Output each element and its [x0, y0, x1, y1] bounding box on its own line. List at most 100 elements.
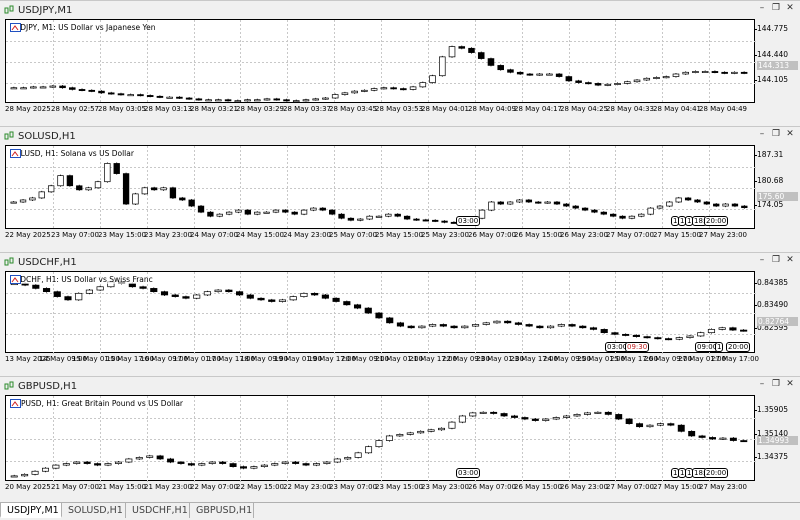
candle-body	[497, 65, 504, 71]
window-title: SOLUSD,H1	[18, 130, 76, 142]
window-title-bar[interactable]: USDJPY,M1	[4, 3, 72, 17]
candle-body	[302, 463, 310, 466]
chart-header: GBPUSD, H1: Great Britain Pound vs US Do…	[10, 399, 184, 408]
candle-body	[244, 209, 252, 215]
candle	[600, 328, 608, 334]
candle	[62, 462, 70, 467]
candle-body	[282, 209, 289, 213]
time-label: 20 May 2025	[5, 483, 51, 491]
candle-body	[268, 299, 276, 302]
candle-body	[225, 211, 233, 215]
candle	[96, 285, 104, 292]
candle-body	[553, 201, 561, 205]
candle-body	[21, 473, 29, 477]
candle-body	[208, 461, 216, 464]
chart-title: GBPUSD, H1: Great Britain Pound vs US Do…	[10, 399, 184, 408]
minimize-button[interactable]: –	[759, 379, 765, 389]
restore-button[interactable]: ❐	[771, 3, 781, 13]
candle-body	[240, 466, 247, 469]
trade-panel-icon[interactable]	[10, 149, 21, 158]
price-scale: 1.35905 1.35140 1.34375 1.34993	[753, 395, 800, 481]
price-tick: 187.31	[753, 150, 784, 159]
time-label: 23 May 01:00	[476, 355, 525, 363]
minimize-button[interactable]: –	[759, 3, 765, 13]
candle	[10, 474, 18, 478]
candle	[536, 325, 544, 329]
candle	[53, 290, 61, 298]
candle	[468, 47, 475, 54]
candle	[312, 462, 320, 467]
trade-panel-icon[interactable]	[10, 23, 21, 32]
tab-solusd[interactable]: SOLUSD,H1	[62, 503, 126, 518]
close-button[interactable]: ✕	[786, 255, 794, 265]
chart-window-usdjpy[interactable]: USDJPY,M1 – ❐ ✕ USDJPY, M1: US Dollar vs…	[0, 0, 800, 124]
candle-body	[698, 435, 706, 438]
candle	[531, 418, 539, 422]
candle-body	[193, 294, 201, 299]
candle-body	[187, 463, 195, 466]
candle-body	[146, 95, 154, 97]
chart-plot-area[interactable]: SOLUSD, H1: Solana vs US Dollar 03:00 1 …	[5, 145, 756, 230]
close-button[interactable]: ✕	[786, 129, 794, 139]
tab-usdchf[interactable]: USDCHF,H1	[126, 503, 190, 518]
restore-button[interactable]: ❐	[771, 379, 781, 389]
candle-body	[291, 211, 298, 215]
candle	[225, 211, 233, 216]
candle	[229, 462, 237, 468]
time-label: 23 May 17:00	[510, 355, 559, 363]
time-label: 23 May 23:00	[144, 231, 193, 239]
candle	[273, 97, 281, 101]
candle	[47, 184, 55, 193]
candle-body	[137, 94, 144, 97]
trade-panel-icon[interactable]	[10, 399, 21, 408]
time-label: 23 May 07:00	[51, 231, 100, 239]
candle	[292, 99, 300, 103]
candle-body	[675, 337, 683, 340]
candle	[544, 200, 551, 204]
time-label: 24 May 07:00	[190, 231, 239, 239]
close-button[interactable]: ✕	[786, 379, 794, 389]
candle-body	[406, 432, 414, 435]
chart-window-gbpusd[interactable]: GBPUSD,H1 – ❐ ✕ GBPUSD, H1: Great Britai…	[0, 376, 800, 502]
window-title-bar[interactable]: SOLUSD,H1	[4, 129, 76, 143]
candle	[254, 98, 261, 102]
candle-body	[229, 463, 237, 467]
chart-plot-area[interactable]: USDCHF, H1: US Dollar vs Swiss Franc 03:…	[5, 271, 756, 354]
chart-plot-area[interactable]: USDJPY, M1: US Dollar vs Japanese Yen	[5, 19, 756, 104]
time-axis: 22 May 2025 23 May 07:00 23 May 15:00 23 Ma…	[5, 231, 765, 243]
time-label: 21 May 15:00	[98, 483, 147, 491]
candle-body	[292, 100, 300, 103]
candle-body	[263, 98, 271, 101]
candle	[686, 334, 694, 339]
close-button[interactable]: ✕	[786, 3, 794, 13]
candle	[604, 83, 612, 87]
candle-body	[741, 205, 748, 209]
candle-body	[198, 463, 206, 466]
restore-button[interactable]: ❐	[771, 255, 781, 265]
time-label: 28 May 03:21	[190, 105, 239, 113]
candle-body	[438, 427, 446, 431]
candle-body	[310, 207, 317, 211]
restore-button[interactable]: ❐	[771, 129, 781, 139]
window-title-bar[interactable]: USDCHF,H1	[4, 255, 77, 269]
tab-gbpusd[interactable]: GBPUSD,H1	[190, 503, 254, 518]
time-axis: 28 May 2025 28 May 02:57 28 May 03:05 28 Ma…	[5, 105, 765, 117]
tab-usdjpy[interactable]: USDJPY,M1	[0, 503, 62, 518]
candle-body	[364, 307, 372, 314]
candle-body	[331, 94, 339, 99]
time-label: 27 May 15:00	[653, 231, 702, 239]
chart-window-usdchf[interactable]: USDCHF,H1 – ❐ ✕ USDCHF, H1: US Dollar vs…	[0, 252, 800, 372]
candle-body	[214, 289, 222, 293]
candle-body	[422, 219, 429, 222]
chart-window-solusd[interactable]: SOLUSD,H1 – ❐ ✕ SOLUSD, H1: Solana vs US…	[0, 126, 800, 248]
window-title-bar[interactable]: GBPUSD,H1	[4, 379, 77, 393]
candle	[450, 325, 458, 329]
candle	[490, 411, 498, 415]
candle-body	[544, 201, 551, 204]
candle	[215, 98, 222, 102]
minimize-button[interactable]: –	[759, 255, 765, 265]
candle	[439, 323, 447, 328]
chart-plot-area[interactable]: GBPUSD, H1: Great Britain Pound vs US Do…	[5, 395, 756, 482]
trade-panel-icon[interactable]	[10, 275, 21, 284]
minimize-button[interactable]: –	[759, 129, 765, 139]
